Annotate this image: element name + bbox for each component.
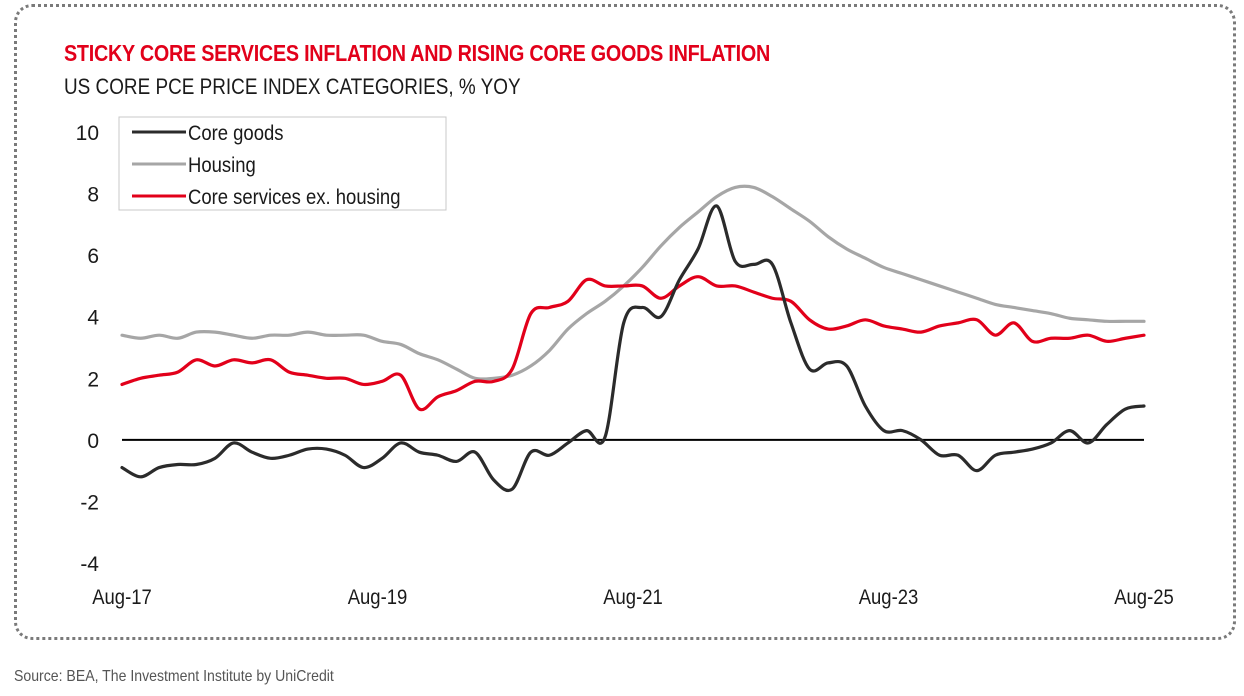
series-line-housing (120, 184, 1146, 381)
x-tick-label: Aug-23 (859, 586, 919, 609)
chart-subtitle: US CORE PCE PRICE INDEX CATEGORIES, % YO… (64, 74, 521, 99)
legend-label: Core goods (188, 122, 284, 145)
legend-label: Core services ex. housing (188, 186, 400, 209)
series-line-core-services-ex-housing (120, 275, 1146, 412)
y-tick-label: 6 (87, 245, 99, 268)
series-line-core-goods (120, 204, 1146, 493)
y-tick-label: 4 (87, 307, 99, 330)
x-tick-label: Aug-17 (92, 586, 152, 609)
y-tick-label: 10 (76, 122, 99, 145)
legend: Core goods Housing Core services ex. housi… (118, 116, 447, 211)
chart-frame (14, 4, 1236, 640)
y-axis: -4 -2 0 2 4 6 8 10 (76, 122, 100, 576)
y-tick-label: 0 (87, 430, 99, 453)
x-axis: Aug-17 Aug-19 Aug-21 Aug-23 Aug-25 (92, 586, 1174, 609)
source-note: Source: BEA, The Investment Institute by… (14, 668, 334, 685)
x-tick-label: Aug-19 (348, 586, 408, 609)
x-tick-label: Aug-25 (1114, 586, 1174, 609)
y-tick-label: 2 (87, 368, 99, 391)
chart-title: STICKY CORE SERVICES INFLATION AND RISIN… (64, 40, 771, 66)
y-tick-label: -2 (80, 491, 99, 514)
y-tick-label: -4 (80, 553, 99, 576)
x-tick-label: Aug-21 (603, 586, 663, 609)
legend-label: Housing (188, 154, 256, 177)
series-lines (120, 184, 1146, 493)
y-tick-label: 8 (87, 184, 99, 207)
